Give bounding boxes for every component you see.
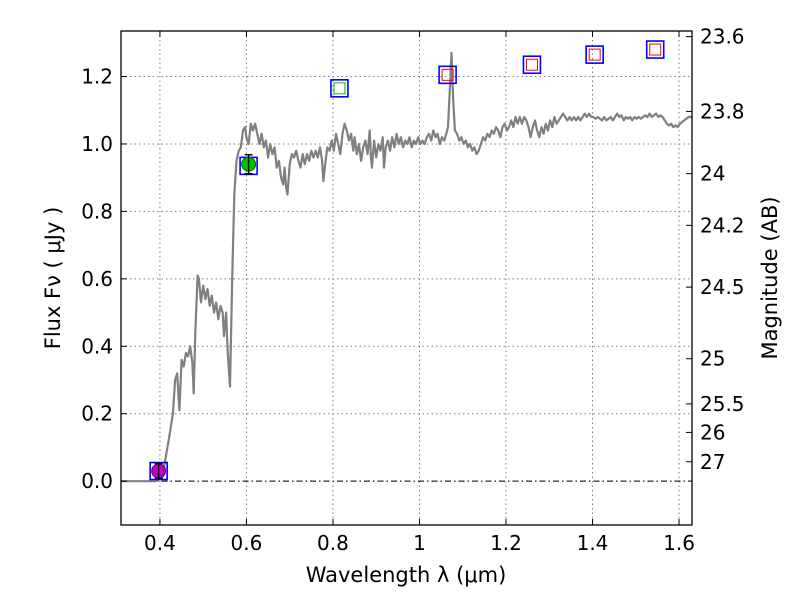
y-tick-label: 1.2 (81, 65, 113, 89)
x-tick-label: 1 (413, 531, 426, 555)
y2-axis-title: Magnitude (AB) (758, 196, 782, 359)
observed-point (649, 43, 662, 56)
ticks-layer: 0.4 0.6 0.8 1 1.2 1.4 1.6 0.0 0.2 0.4 0.6 0.8 1.0 1.2… (81, 25, 744, 555)
y-tick-label: 0.2 (81, 402, 113, 426)
y-tick-label: 0.4 (81, 334, 113, 358)
observed-point (588, 48, 601, 61)
observed-point (441, 68, 454, 81)
y-tick-label: 0.8 (81, 199, 113, 223)
y-axis-title: Flux Fν ( μJy ) (41, 207, 65, 350)
x-tick-label: 0.4 (144, 531, 176, 555)
mag-tick-label: 25 (700, 347, 725, 371)
x-tick-label: 1.2 (490, 531, 522, 555)
model-photometry-square (522, 55, 542, 75)
y-tick-label: 0.0 (81, 469, 113, 493)
series-layer (121, 51, 692, 483)
x-tick-label: 1.6 (663, 531, 695, 555)
grid-layer (121, 31, 692, 525)
y-tick-label: 0.6 (81, 267, 113, 291)
x-axis-title: Wavelength λ (μm) (306, 563, 507, 587)
observed-point (333, 82, 346, 95)
mag-tick-label: 23.8 (700, 99, 745, 123)
x-tick-label: 0.6 (231, 531, 263, 555)
x-tick-label: 1.4 (577, 531, 609, 555)
observed-point (525, 58, 538, 71)
mag-tick-label: 25.5 (700, 392, 745, 416)
model-photometry-square (330, 79, 349, 98)
model-photometry-square (149, 461, 168, 481)
mag-tick-label: 26 (700, 420, 725, 444)
model-spectrum-line (121, 51, 692, 483)
x-tick-label: 0.8 (317, 531, 349, 555)
photometry-layer (149, 40, 665, 481)
mag-tick-label: 27 (700, 450, 725, 474)
model-photometry-square (585, 45, 604, 64)
mag-tick-label: 24.5 (700, 275, 745, 299)
model-photometry-square (645, 40, 665, 59)
mag-tick-label: 23.6 (700, 25, 745, 49)
mag-tick-label: 24.2 (700, 213, 745, 237)
mag-tick-label: 24 (700, 162, 725, 186)
y-tick-label: 1.0 (81, 132, 113, 156)
model-photometry-square (438, 65, 457, 85)
plot-frame (120, 30, 693, 526)
